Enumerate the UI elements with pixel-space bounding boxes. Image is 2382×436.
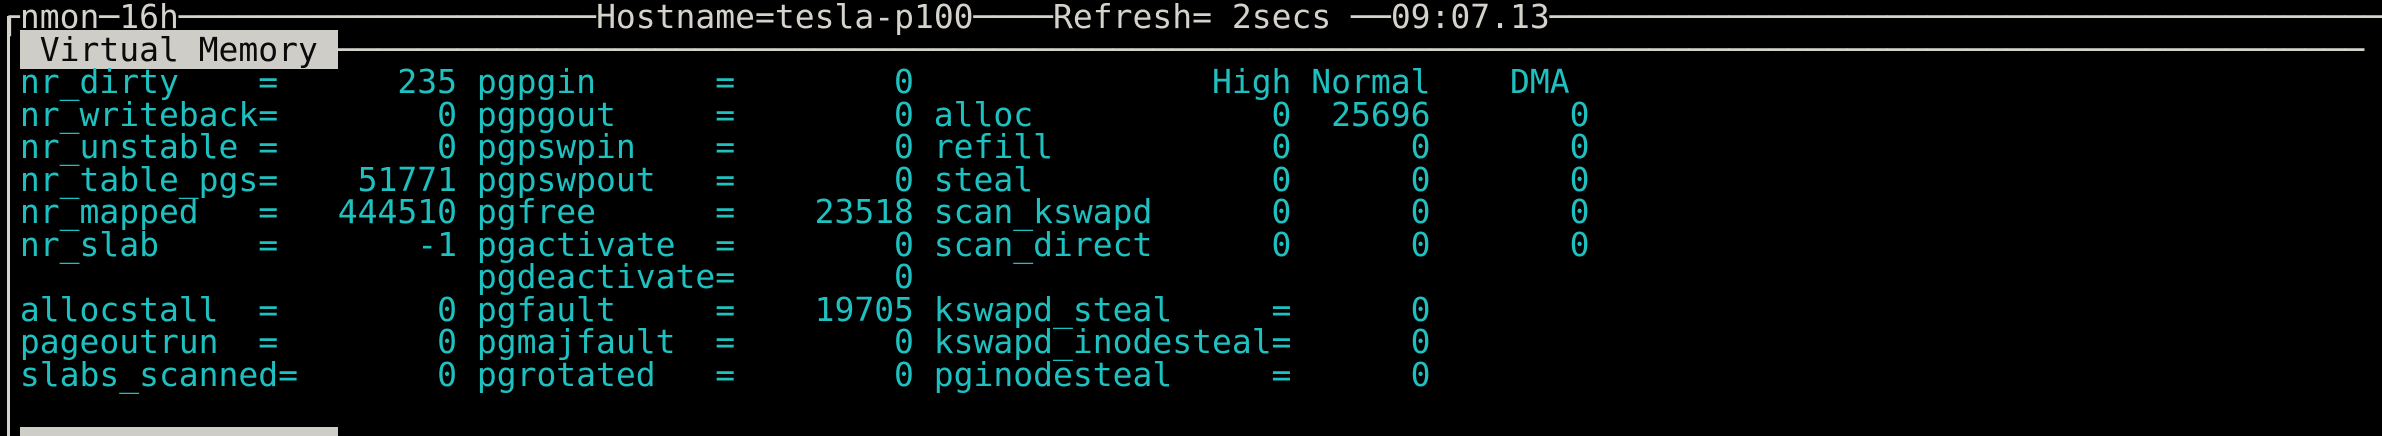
terminal-row: nr_table_pgs= 51771 pgpswpout = 0 steal …	[0, 163, 1590, 197]
zone-alloc: alloc 0 25696 0	[913, 94, 1590, 134]
stat-pgactivate: pgactivate = 0	[456, 224, 914, 264]
terminal-row: Virtual Memory ─────────────────────────…	[0, 29, 2364, 69]
next-section-banner-sliver	[20, 427, 338, 436]
terminal-row: ┌nmon─16h─────────────────────Hostname=t…	[0, 0, 2382, 36]
stat-kswapd_steal: kswapd_steal = 0	[913, 289, 1431, 329]
terminal-row: slabs_scanned= 0 pgrotated = 0 pginodest…	[0, 358, 1431, 392]
terminal-row: pageoutrun = 0 pgmajfault = 0 kswapd_ino…	[0, 325, 1431, 359]
zone-refill: refill 0 0 0	[913, 127, 1590, 166]
stat-pgpswpin: pgpswpin = 0	[456, 127, 914, 166]
hline: ────────────────────────────────────────…	[1549, 0, 2382, 36]
zone-header: High Normal DMA	[913, 62, 1570, 101]
hline: ──	[1331, 0, 1391, 36]
stat-pageoutrun: pageoutrun = 0	[0, 322, 457, 361]
clock: 09:07.13	[1390, 0, 1550, 36]
refresh-rate: Refresh= 2secs	[1053, 0, 1332, 36]
frame-left-border	[7, 16, 10, 436]
hostname: Hostname=tesla-p100	[596, 0, 974, 36]
stat-pgpswpout: pgpswpout = 0	[456, 159, 914, 199]
stat-nr_writeback: nr_writeback= 0	[0, 94, 457, 134]
stat-allocstall: allocstall = 0	[0, 289, 457, 329]
stat-kswapd_inodesteal: kswapd_inodesteal= 0	[913, 322, 1431, 361]
hline: ────────────────────────────────────────…	[337, 29, 2365, 69]
stat-pgrotated: pgrotated = 0	[456, 354, 914, 394]
terminal-row: nr_unstable = 0 pgpswpin = 0 refill 0 0 …	[0, 130, 1590, 164]
stat-pgpgout: pgpgout = 0	[456, 94, 914, 134]
stat-pgdeactivate: pgdeactivate= 0	[476, 257, 914, 296]
stat-nr_unstable: nr_unstable = 0	[0, 127, 457, 166]
zone-steal: steal 0 0 0	[913, 159, 1590, 199]
stat-pgmajfault: pgmajfault = 0	[456, 322, 914, 361]
hline: ─────────────────────	[178, 0, 597, 36]
terminal-row: nr_slab = -1 pgactivate = 0 scan_direct …	[0, 228, 1590, 262]
terminal-row: allocstall = 0 pgfault = 19705 kswapd_st…	[0, 293, 1431, 327]
stat-slabs_scanned: slabs_scanned= 0	[0, 354, 457, 394]
stat-pginodesteal: pginodesteal = 0	[913, 354, 1431, 394]
zone-scan_kswapd: scan_kswapd 0 0 0	[913, 192, 1590, 231]
stat-nr_slab: nr_slab = -1	[0, 224, 457, 264]
section-title: Virtual Memory	[19, 29, 338, 69]
stat-pgfree: pgfree = 23518	[456, 192, 914, 231]
stat-nr_dirty: nr_dirty = 235	[0, 62, 457, 101]
hline: ────	[973, 0, 1054, 36]
app-title: nmon─16h	[19, 0, 179, 36]
terminal-row: nr_mapped = 444510 pgfree = 23518 scan_k…	[0, 195, 1590, 229]
stat-pgfault: pgfault = 19705	[456, 289, 914, 329]
terminal-row: pgdeactivate= 0	[0, 260, 914, 294]
zone-scan_direct: scan_direct 0 0 0	[913, 224, 1590, 264]
stat-nr_table_pgs: nr_table_pgs= 51771	[0, 159, 457, 199]
terminal-row: nr_dirty = 235 pgpgin = 0 High Normal DM…	[0, 65, 1570, 99]
stat-nr_mapped: nr_mapped = 444510	[0, 192, 457, 231]
stat-pgpgin: pgpgin = 0	[456, 62, 914, 101]
terminal-row: nr_writeback= 0 pgpgout = 0 alloc 0 2569…	[0, 98, 1590, 132]
